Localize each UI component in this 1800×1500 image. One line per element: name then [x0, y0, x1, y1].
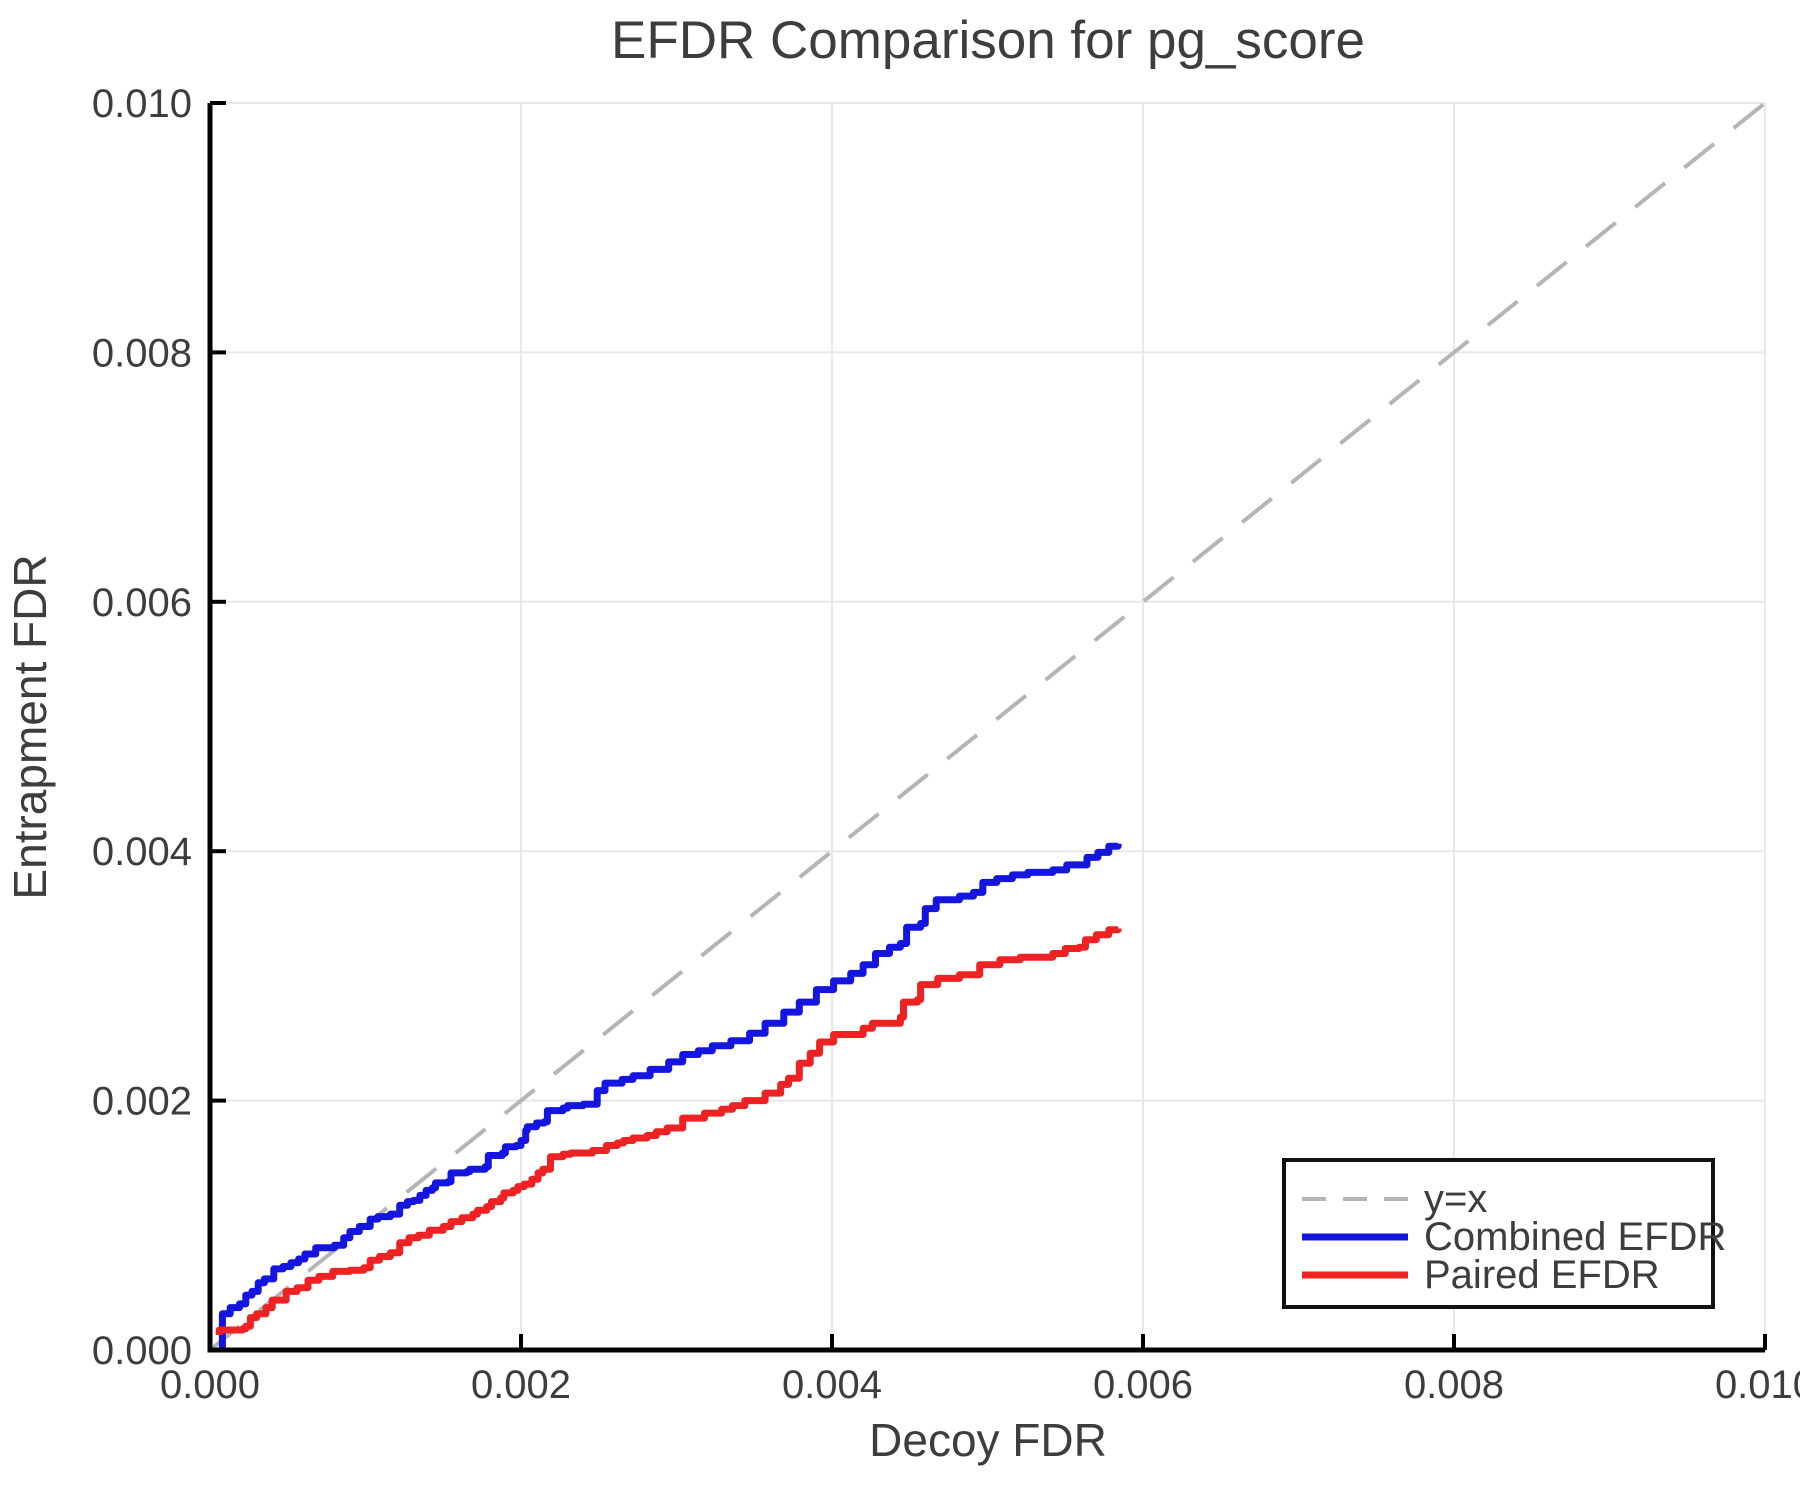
identity-line-group: [208, 101, 1767, 1352]
y-tick-label: 0.008: [92, 331, 192, 375]
y-tick-label: 0.006: [92, 581, 192, 625]
chart-title: EFDR Comparison for pg_score: [611, 11, 1365, 70]
y-axis-label: Entrapment FDR: [4, 554, 56, 899]
legend: y=x Combined EFDR Paired EFDR: [1282, 1158, 1726, 1309]
series-group: [215, 842, 1122, 1350]
x-tick-label: 0.004: [782, 1363, 882, 1407]
legend-label-paired-efdr: Paired EFDR: [1424, 1253, 1660, 1297]
series-path-paired-efdr: [215, 926, 1122, 1335]
series-path-combined-efdr: [218, 842, 1122, 1350]
x-axis-label: Decoy FDR: [869, 1414, 1107, 1466]
x-tick-label: 0.006: [1093, 1363, 1193, 1407]
x-tick-label: 0.008: [1404, 1363, 1504, 1407]
x-tick-label: 0.010: [1715, 1363, 1800, 1407]
legend-label-combined-efdr: Combined EFDR: [1424, 1215, 1726, 1259]
y-tick-label: 0.002: [92, 1080, 192, 1124]
y-tick-label: 0.010: [92, 82, 192, 126]
y-tick-label: 0.000: [92, 1329, 192, 1373]
y-tick-label: 0.004: [92, 830, 192, 874]
legend-label-identity: y=x: [1424, 1177, 1487, 1221]
identity-line: [208, 101, 1767, 1352]
axes-group: 0.000 0.002 0.004 0.006 0.008 0.010 0.000 0.002…: [92, 82, 1800, 1407]
x-tick-label: 0.000: [160, 1363, 260, 1407]
x-tick-label: 0.002: [471, 1363, 571, 1407]
